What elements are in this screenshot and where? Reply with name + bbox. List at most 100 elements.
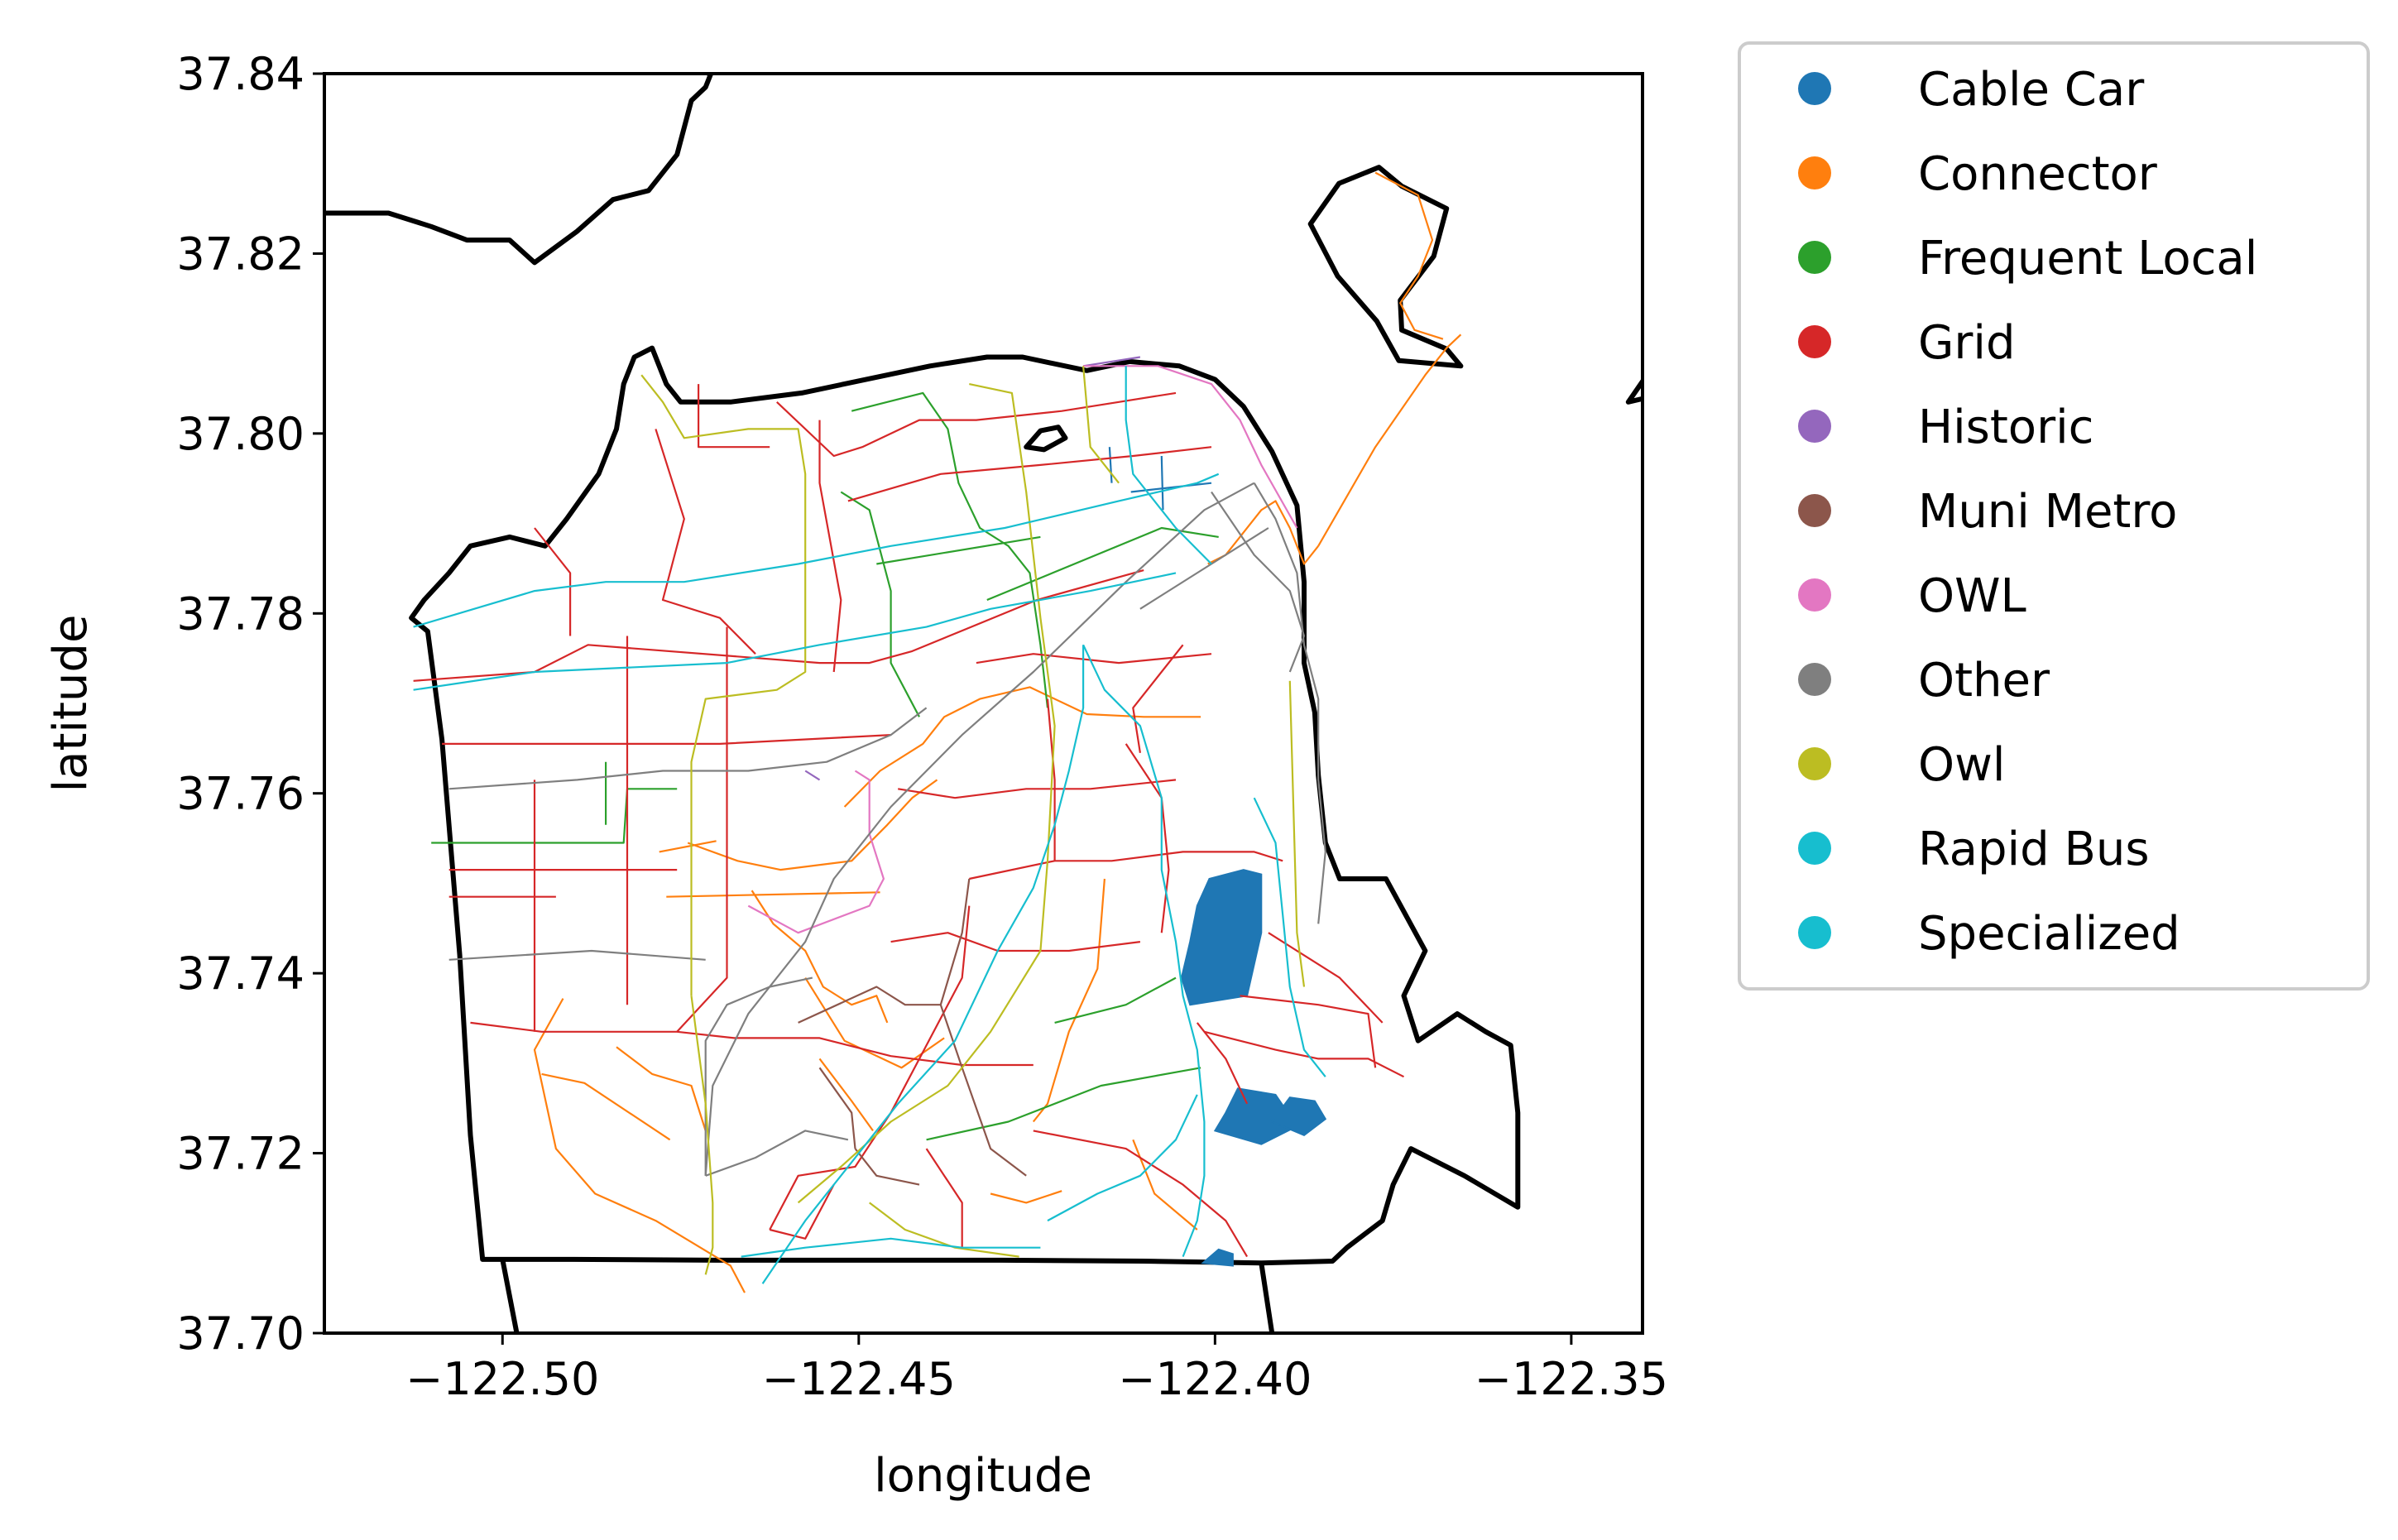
other-route-2 bbox=[704, 482, 1255, 1176]
legend-marker-cable-car bbox=[1798, 72, 1831, 105]
y-tick-label: 37.80 bbox=[176, 408, 305, 460]
cable-car-area-0 bbox=[1180, 869, 1263, 1006]
series-rapid-bus bbox=[413, 366, 1326, 1284]
y-axis-label: latitude bbox=[44, 615, 98, 793]
rapid-bus-route-2 bbox=[1125, 366, 1212, 565]
legend: Cable Car Connector Frequent Local Grid Hist… bbox=[1738, 41, 2370, 991]
series-connector bbox=[533, 171, 1462, 1293]
y-tick-label: 37.84 bbox=[176, 48, 305, 100]
legend-label-owl: OWL bbox=[1918, 569, 2026, 623]
x-axis-label: longitude bbox=[874, 1449, 1092, 1503]
other-route-3 bbox=[705, 1130, 849, 1177]
grid-route-11 bbox=[818, 420, 842, 673]
frequent-local-route-3 bbox=[851, 391, 1049, 708]
plot-area bbox=[324, 74, 1643, 1333]
connector-route-13 bbox=[1317, 333, 1462, 547]
boundary-edge-1 bbox=[1259, 1262, 1275, 1333]
frequent-local-route-4 bbox=[986, 526, 1219, 602]
grid-route-16 bbox=[769, 905, 971, 1231]
connector-route-11 bbox=[990, 1190, 1062, 1204]
connector-route-5 bbox=[687, 779, 938, 871]
rapid-bus-route-1 bbox=[413, 572, 1177, 691]
legend-label-frequent-local: Frequent Local bbox=[1918, 232, 2257, 285]
legend-marker-owl bbox=[1798, 747, 1831, 780]
owl-route-0 bbox=[1083, 365, 1298, 529]
grid-route-4 bbox=[470, 1021, 1034, 1067]
legend-marker-frequent-local bbox=[1798, 241, 1831, 274]
grid-route-26 bbox=[534, 527, 572, 636]
x-tick-label: −122.45 bbox=[762, 1353, 956, 1405]
x-tick-label: −122.40 bbox=[1118, 1353, 1312, 1405]
grid-route-18 bbox=[1204, 1030, 1404, 1078]
x-tick-label: −122.50 bbox=[405, 1353, 599, 1405]
other-route-5 bbox=[1211, 491, 1306, 673]
legend-label-muni-metro: Muni Metro bbox=[1918, 485, 2177, 539]
muni-metro-route-1 bbox=[818, 1067, 856, 1149]
grid-route-25 bbox=[769, 1184, 835, 1240]
series-frequent-local bbox=[431, 391, 1219, 1141]
cable-car-route-0 bbox=[1108, 447, 1113, 483]
grid-route-10 bbox=[847, 446, 1212, 502]
grid-route-24 bbox=[925, 1148, 963, 1248]
grid-route-20 bbox=[1268, 932, 1384, 1024]
legend-label-historic: Historic bbox=[1918, 401, 2093, 454]
series-grid bbox=[413, 384, 1404, 1258]
grid-route-19 bbox=[1240, 995, 1377, 1068]
owl-route-5 bbox=[869, 1202, 1019, 1258]
other-route-1 bbox=[448, 949, 706, 961]
other-route-7 bbox=[1253, 482, 1326, 924]
grid-route-28 bbox=[1196, 1022, 1249, 1105]
legend-marker-muni-metro bbox=[1798, 494, 1831, 527]
historic-route-0 bbox=[1082, 356, 1141, 367]
route-lines bbox=[413, 171, 1462, 1293]
frequent-local-route-7 bbox=[1054, 976, 1177, 1024]
boundary-outline bbox=[409, 345, 1521, 1266]
frequent-local-route-6 bbox=[926, 1067, 1201, 1141]
grid-route-1 bbox=[442, 734, 891, 746]
series-other bbox=[448, 482, 1326, 1177]
legend-label-other: Other bbox=[1918, 654, 2050, 708]
connector-route-15 bbox=[818, 1058, 874, 1132]
grid-route-12 bbox=[976, 653, 1212, 664]
cable-car-area-1 bbox=[1213, 1087, 1298, 1145]
series-historic bbox=[804, 356, 1141, 781]
series-cable-car bbox=[1108, 447, 1327, 1267]
owl-route-1 bbox=[747, 770, 885, 934]
frequent-local-route-5 bbox=[876, 535, 1041, 565]
legend-marker-historic bbox=[1798, 410, 1831, 443]
legend-label-rapid-bus: Rapid Bus bbox=[1918, 823, 2150, 876]
boundary-edge-2 bbox=[324, 74, 714, 266]
legend-label-owl: Owl bbox=[1918, 738, 2005, 792]
island-outline-2 bbox=[1625, 377, 1643, 405]
connector-route-7 bbox=[804, 977, 945, 1069]
rapid-bus-route-7 bbox=[1047, 1094, 1198, 1222]
owl-route-1 bbox=[690, 995, 714, 1275]
connector-route-10 bbox=[1132, 1139, 1198, 1231]
city-boundary bbox=[324, 74, 1643, 1333]
grid-route-15 bbox=[890, 932, 1141, 952]
rapid-bus-route-5 bbox=[741, 1237, 1041, 1258]
connector-route-2 bbox=[533, 998, 746, 1293]
y-tick-label: 37.72 bbox=[176, 1128, 305, 1180]
rapid-bus-route-4 bbox=[761, 645, 1085, 1284]
grid-route-21 bbox=[1125, 743, 1170, 933]
rapid-bus-route-0 bbox=[413, 473, 1220, 628]
legend-label-cable-car: Cable Car bbox=[1918, 63, 2145, 117]
cable-car-area-2 bbox=[1270, 1096, 1327, 1136]
legend-marker-connector bbox=[1798, 156, 1831, 190]
rapid-bus-route-6 bbox=[1253, 797, 1326, 1077]
other-route-6 bbox=[1139, 527, 1269, 610]
cable-car-area-3 bbox=[1201, 1248, 1234, 1267]
island-outline-1 bbox=[1024, 425, 1068, 453]
owl-route-3 bbox=[1082, 366, 1120, 484]
connector-route-1 bbox=[659, 840, 717, 853]
legend-marker-owl bbox=[1798, 578, 1831, 612]
series-owl bbox=[747, 365, 1298, 934]
grid-route-9 bbox=[776, 391, 1177, 458]
y-axis: 37.70 37.72 37.74 37.76 37.78 37.80 37.82 37.84 bbox=[176, 48, 324, 1360]
muni-metro-route-0 bbox=[798, 986, 1027, 1177]
frequent-local-route-0 bbox=[431, 788, 678, 844]
series-owl bbox=[640, 366, 1306, 1275]
muni-metro-route-2 bbox=[854, 1148, 920, 1186]
connector-route-6 bbox=[751, 890, 889, 1024]
